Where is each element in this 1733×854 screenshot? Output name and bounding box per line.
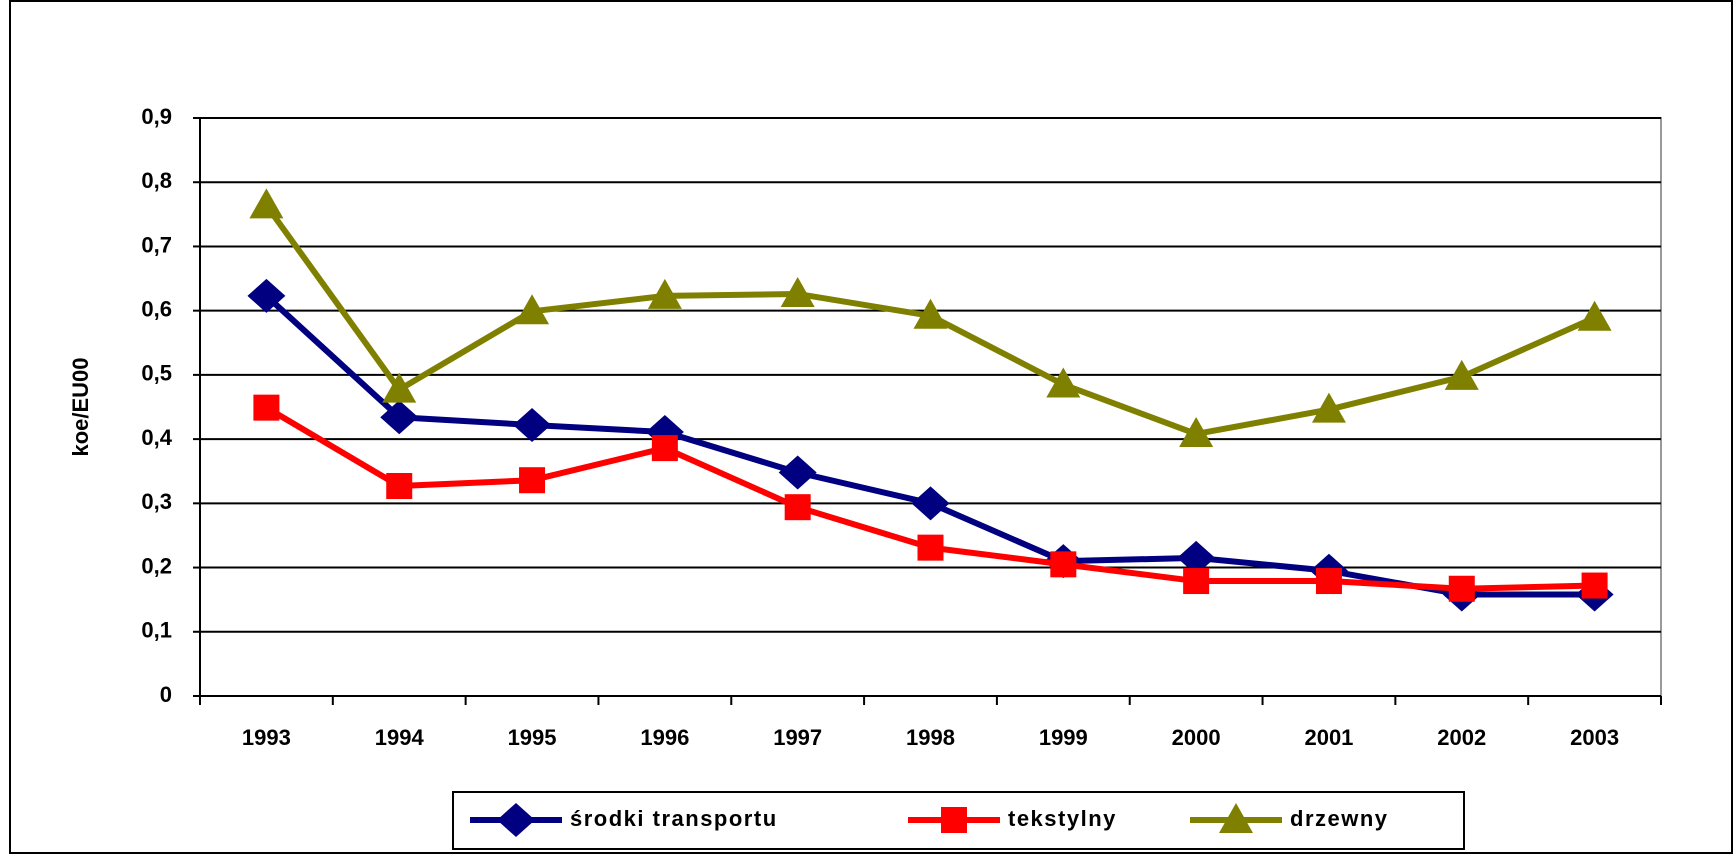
y-tick-label: 0	[160, 682, 172, 707]
marker	[1448, 575, 1475, 602]
x-tick-label: 2000	[1172, 725, 1221, 750]
marker	[780, 276, 815, 307]
series	[249, 188, 1612, 447]
x-tick-label: 2003	[1570, 725, 1619, 750]
marker	[1177, 540, 1216, 575]
x-tick-label: 1998	[906, 725, 955, 750]
legend-label: tekstylny	[1008, 806, 1117, 831]
y-tick-label: 0,3	[141, 489, 172, 514]
y-tick-label: 0,5	[141, 361, 172, 386]
marker	[380, 400, 419, 435]
marker	[784, 494, 811, 521]
marker	[778, 455, 817, 490]
marker	[1050, 551, 1077, 578]
x-tick-label: 1996	[640, 725, 689, 750]
x-tick-label: 2001	[1304, 725, 1353, 750]
marker	[1315, 568, 1342, 595]
marker	[1046, 367, 1081, 398]
y-axis-label: koe/EU00	[68, 357, 93, 456]
marker	[1444, 359, 1479, 390]
marker	[1581, 572, 1608, 599]
marker	[911, 486, 950, 521]
x-tick-label: 1997	[773, 725, 822, 750]
legend-item: środki transportu	[470, 803, 778, 837]
y-tick-label: 0,7	[141, 232, 172, 257]
series	[253, 394, 1608, 602]
legend-item: tekstylny	[908, 806, 1117, 833]
y-tick-label: 0,4	[141, 425, 172, 450]
legend-label: środki transportu	[570, 806, 778, 831]
marker	[647, 278, 682, 309]
marker	[382, 372, 417, 403]
marker	[1311, 392, 1346, 423]
y-tick-label: 0,9	[141, 104, 172, 129]
x-tick-label: 1993	[242, 725, 291, 750]
y-tick-label: 0,1	[141, 618, 172, 643]
x-tick-label: 2002	[1437, 725, 1486, 750]
marker	[1179, 416, 1214, 447]
marker	[513, 407, 552, 442]
legend-label: drzewny	[1290, 806, 1389, 831]
legend-item: drzewny	[1190, 803, 1389, 833]
marker	[247, 278, 286, 313]
marker	[249, 188, 284, 219]
marker	[913, 298, 948, 329]
marker	[1219, 803, 1253, 833]
marker	[386, 472, 413, 499]
marker	[253, 394, 280, 421]
x-tick-label: 1994	[375, 725, 425, 750]
marker	[515, 294, 550, 325]
plot-area	[199, 117, 1662, 697]
marker	[941, 807, 967, 833]
y-tick-label: 0,2	[141, 553, 172, 578]
marker	[651, 435, 678, 462]
x-tick-label: 1999	[1039, 725, 1088, 750]
y-tick-label: 0,6	[141, 296, 172, 321]
marker	[1577, 300, 1612, 331]
marker	[519, 467, 546, 494]
y-tick-label: 0,8	[141, 168, 172, 193]
marker	[917, 534, 944, 561]
marker	[1183, 568, 1210, 595]
marker	[497, 803, 535, 837]
x-tick-label: 1995	[508, 725, 557, 750]
